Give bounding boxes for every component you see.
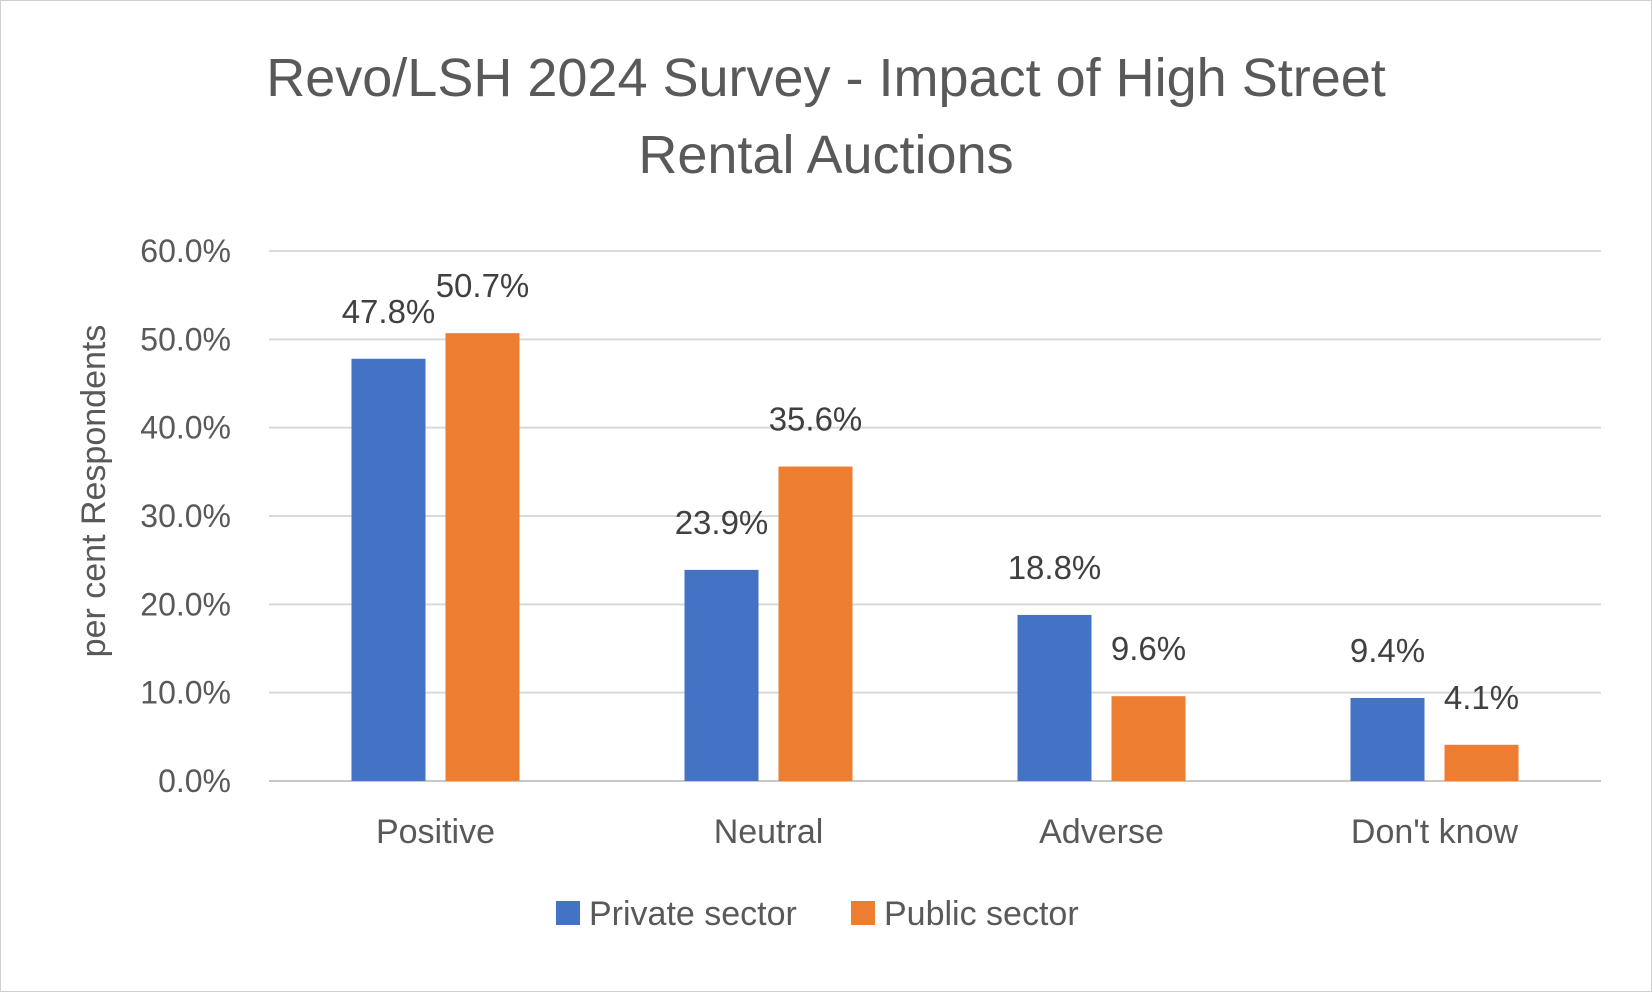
y-tick-label: 50.0% [140,321,231,357]
legend: Private sector Public sector [556,895,1079,933]
x-tick-label: Positive [376,813,495,851]
bar-private-sector [684,569,759,781]
x-tick-label: Adverse [1039,813,1164,851]
bar-private-sector [1350,697,1425,781]
legend-label: Private sector [589,895,797,933]
data-label: 47.8% [342,293,436,330]
bar-public-sector [445,333,520,781]
x-tick-label: Don't know [1351,813,1519,851]
y-tick-label: 0.0% [158,763,231,799]
y-tick-label: 60.0% [140,233,231,269]
x-axis-ticks: Positive Neutral Adverse Don't know [376,813,1519,851]
x-tick-label: Neutral [714,813,824,851]
y-tick-label: 10.0% [140,675,231,711]
data-label: 9.6% [1111,630,1186,667]
y-axis-ticks: 0.0% 10.0% 20.0% 30.0% 40.0% 50.0% 60.0% [140,233,231,799]
data-label: 50.7% [436,267,530,304]
bar-public-sector [778,466,853,781]
legend-label: Public sector [884,895,1079,933]
bars [351,333,1519,781]
legend-swatch [851,901,875,925]
data-label: 35.6% [769,401,863,438]
y-axis-label: per cent Respondents [75,325,113,658]
bar-private-sector [351,358,426,781]
data-label: 23.9% [675,504,769,541]
data-labels: 47.8%50.7% 23.9% 35.6% 18.8% 9.6% 9.4% 4.1% [342,267,1519,716]
bar-public-sector [1444,744,1519,781]
chart-title-line-2: Rental Auctions [638,125,1013,185]
data-label: 9.4% [1350,632,1425,669]
bar-public-sector [1111,696,1186,781]
y-tick-label: 20.0% [140,586,231,622]
chart-title-line-1: Revo/LSH 2024 Survey - Impact of High St… [266,48,1386,108]
legend-swatch [556,901,580,925]
data-label: 4.1% [1444,679,1519,716]
y-tick-label: 30.0% [140,498,231,534]
bar-private-sector [1017,614,1092,781]
y-tick-label: 40.0% [140,410,231,446]
data-label: 18.8% [1008,549,1102,586]
chart-title: Revo/LSH 2024 Survey - Impact of High St… [266,48,1386,185]
